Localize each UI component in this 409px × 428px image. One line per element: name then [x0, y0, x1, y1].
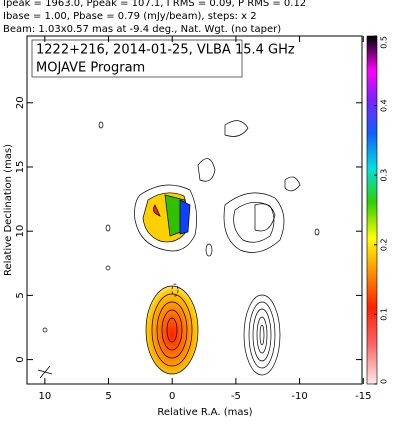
x-tick-label: -15 [355, 391, 371, 402]
header-line: Ibase = 1.00, Pbase = 0.79 (mJy/beam), s… [3, 11, 257, 22]
header-line: Beam: 1.03x0.57 mas at -9.4 deg., Nat. W… [3, 24, 281, 35]
title-box [31, 39, 243, 78]
plot-subtitle: MOJAVE Program [36, 61, 145, 76]
x-tick-label: 0 [169, 391, 175, 402]
colorbar-tick-label: 0.4 [380, 99, 389, 112]
header-line: Ipeak = 1963.0, Ppeak = 107.1, I RMS = 0… [3, 0, 306, 9]
y-tick-label: 10 [15, 225, 26, 238]
plot-frame [26, 35, 363, 385]
y-axis-label: Relative Declination (mas) [3, 144, 14, 276]
y-tick-label: 15 [15, 161, 26, 174]
colorbar-tick-label: 0 [380, 379, 389, 384]
beam-marker [37, 365, 53, 379]
colorbar-tick-label: 0.2 [380, 238, 389, 251]
colorbar-tick-label: 0.3 [380, 169, 389, 182]
plot-title: 1222+216, 2014-01-25, VLBA 15.4 GHz [36, 43, 295, 58]
x-tick-label: -5 [231, 391, 241, 402]
y-tick-label: 0 [15, 356, 26, 362]
y-tick-label: 5 [15, 292, 26, 298]
colorbar [366, 35, 378, 385]
contours [42, 120, 320, 376]
y-tick-label: 20 [15, 96, 26, 109]
x-tick-label: -10 [291, 391, 307, 402]
x-axis-label: Relative R.A. (mas) [157, 407, 252, 418]
colorbar-tick-label: 0.5 [380, 36, 389, 49]
colorbar-tick-label: 0.1 [380, 308, 389, 321]
x-tick-label: 5 [105, 391, 111, 402]
x-tick-label: 10 [38, 391, 51, 402]
